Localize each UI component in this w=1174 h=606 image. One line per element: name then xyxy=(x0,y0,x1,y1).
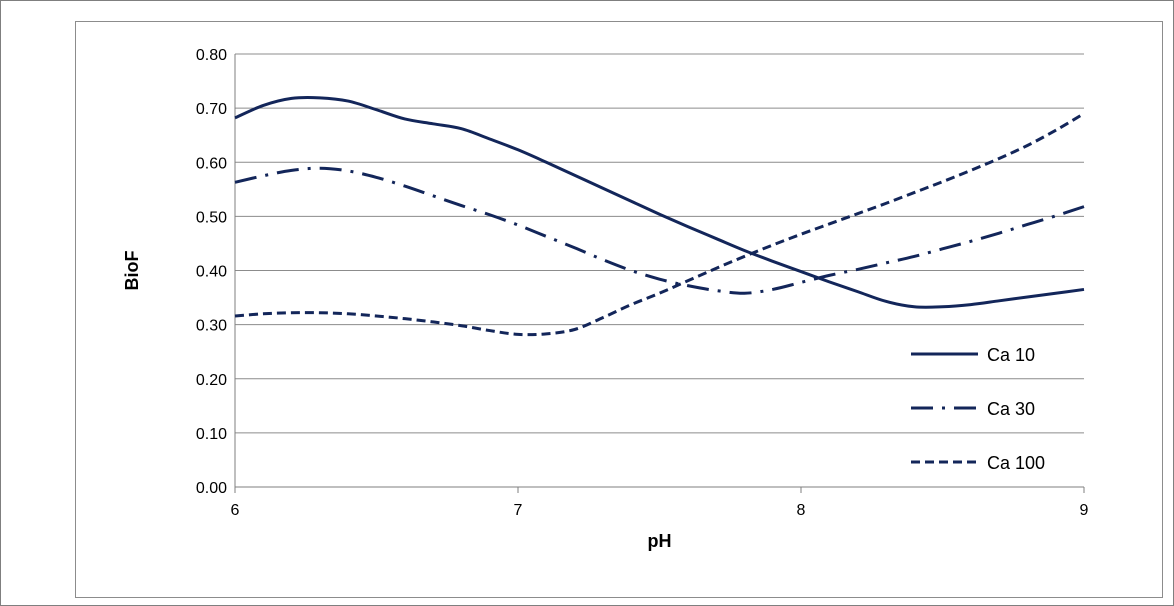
axes: 0.00 0.10 0.20 0.30 0.40 0.50 0.60 0.70 0.80 6 7 8 9 xyxy=(196,47,1089,519)
gridlines xyxy=(235,53,1084,434)
series-line-ca-10 xyxy=(234,95,1085,309)
y-tick-label: 0.10 xyxy=(196,426,227,443)
y-tick-label: 0.40 xyxy=(196,264,227,281)
x-tick-label: 7 xyxy=(514,502,523,519)
legend: Ca 10 Ca 30 Ca 100 xyxy=(911,345,1045,473)
legend-label: Ca 100 xyxy=(987,453,1045,473)
y-axis-title: BioF xyxy=(122,251,142,291)
x-axis-title: pH xyxy=(648,531,672,551)
y-tick-label: 0.70 xyxy=(196,101,227,118)
y-tick-label: 0.20 xyxy=(196,372,227,389)
line-chart: 0.00 0.10 0.20 0.30 0.40 0.50 0.60 0.70 0.80 6 7 8 9… xyxy=(122,47,1089,551)
x-tick-label: 9 xyxy=(1080,502,1089,519)
legend-label: Ca 30 xyxy=(987,399,1035,419)
chart-frame: 0.00 0.10 0.20 0.30 0.40 0.50 0.60 0.70 0.80 6 7 8 9… xyxy=(75,21,1163,598)
y-tick-label: 0.00 xyxy=(196,480,227,497)
x-tick-label: 8 xyxy=(797,502,806,519)
y-tick-label: 0.30 xyxy=(196,318,227,335)
series-lines xyxy=(234,95,1085,337)
legend-label: Ca 10 xyxy=(987,345,1035,365)
y-tick-label: 0.60 xyxy=(196,155,227,172)
series-line-ca-30 xyxy=(234,166,1085,295)
y-tick-label: 0.50 xyxy=(196,209,227,226)
x-tick-label: 6 xyxy=(231,502,240,519)
y-tick-label: 0.80 xyxy=(196,47,227,64)
series-line-ca-100 xyxy=(234,112,1085,337)
